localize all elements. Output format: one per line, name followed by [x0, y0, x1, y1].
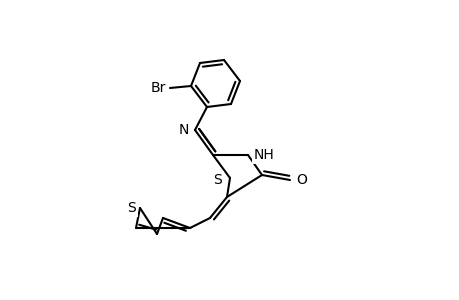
Text: S: S [127, 201, 136, 215]
Text: S: S [213, 173, 222, 187]
Text: N: N [178, 123, 189, 137]
Text: Br: Br [150, 81, 166, 95]
Text: NH: NH [253, 148, 274, 162]
Text: O: O [295, 173, 306, 187]
